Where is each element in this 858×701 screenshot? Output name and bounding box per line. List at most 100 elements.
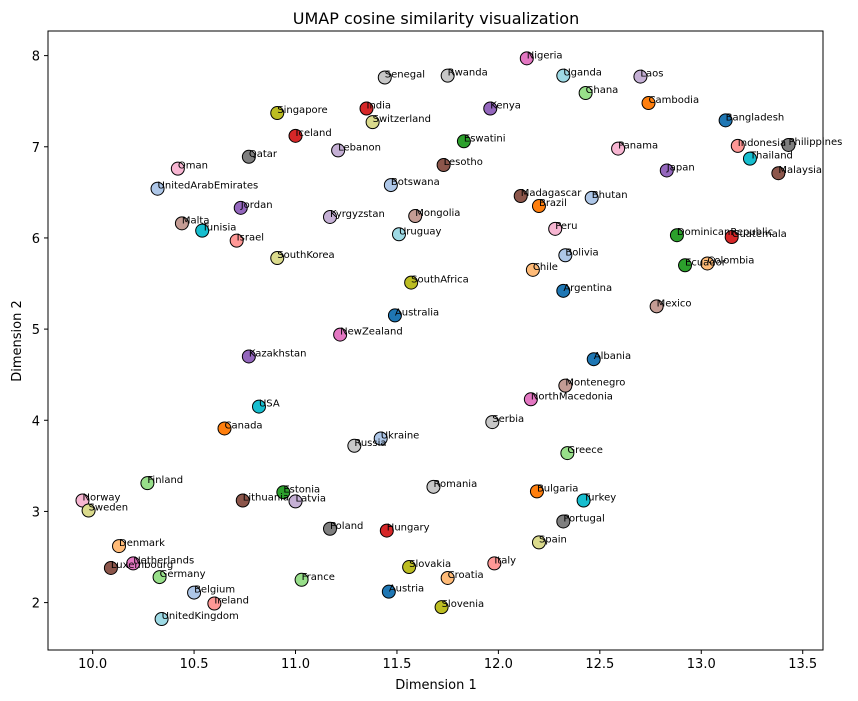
point-label: Norway (82, 492, 120, 503)
scatter-point (217, 421, 232, 436)
scatter-point (649, 299, 664, 314)
point-label: Tunisia (201, 223, 236, 234)
scatter-point (487, 556, 502, 571)
tick-layer: 10.0 10.5 11.0 11.5 12.0 12.5 13.0 13.5 2 3 4 5 6 7 8 (32, 50, 817, 672)
scatter-point (170, 161, 185, 176)
y-tick-label: 3 (32, 505, 40, 520)
scatter-point (140, 476, 155, 491)
point-label: Malaysia (778, 165, 822, 176)
point-label: Kyrgyzstan (330, 209, 385, 220)
point-label: Switzerland (373, 114, 431, 125)
scatter-point (578, 85, 593, 100)
point-label: Bangladesh (726, 112, 785, 123)
x-tick-label: 13.0 (687, 657, 716, 672)
point-label: Finland (147, 475, 183, 486)
scatter-point (611, 141, 626, 156)
x-axis-title: Dimension 1 (395, 678, 477, 693)
scatter-point (195, 223, 210, 238)
scatter-point (235, 493, 250, 508)
scatter-point (576, 493, 591, 508)
point-label: Mexico (657, 298, 692, 309)
scatter-point (154, 612, 169, 627)
scatter-point (347, 438, 362, 453)
scatter-point (529, 484, 544, 499)
point-label: Philippines (789, 137, 843, 148)
scatter-point (81, 503, 96, 518)
scatter-point (233, 200, 248, 215)
point-label: Japan (666, 162, 695, 173)
scatter-point (558, 378, 573, 393)
point-label: Denmark (119, 538, 165, 549)
scatter-point (519, 51, 534, 66)
scatter-point (152, 570, 167, 585)
scatter-point (781, 137, 796, 152)
scatter-point (359, 101, 374, 116)
scatter-point (276, 485, 291, 500)
point-label: Oman (178, 161, 208, 172)
point-label: Ghana (586, 85, 619, 96)
scatter-point (241, 149, 256, 164)
point-label: Senegal (385, 69, 425, 80)
point-label: NewZealand (340, 327, 403, 338)
point-label: Rwanda (448, 68, 488, 79)
point-label: Slovenia (442, 599, 485, 610)
scatter-point (379, 523, 394, 538)
scatter-point (678, 258, 693, 273)
point-label: Austria (389, 584, 424, 595)
point-label: Australia (395, 307, 439, 318)
scatter-point (373, 431, 388, 446)
chart-title: UMAP cosine similarity visualization (293, 9, 579, 28)
y-axis-title: Dimension 2 (10, 300, 25, 382)
scatter-point (531, 199, 546, 214)
scatter-point (548, 221, 563, 236)
scatter-point (377, 70, 392, 85)
labels-layer: Nigeria Senegal Rwanda Uganda Laos Ghana Cambo… (82, 50, 842, 622)
scatter-point (434, 600, 449, 615)
scatter-point (523, 392, 538, 407)
point-label: UnitedKingdom (162, 611, 239, 622)
x-tick-label: 10.0 (78, 657, 107, 672)
x-tick-label: 12.0 (484, 657, 513, 672)
point-label: Poland (330, 521, 363, 532)
scatter-point (112, 539, 127, 554)
point-label: India (367, 100, 392, 111)
points-layer (75, 51, 796, 627)
point-label: Russia (354, 438, 386, 449)
point-label: Jordan (240, 200, 273, 211)
scatter-point (513, 189, 528, 204)
scatter-point (556, 283, 571, 298)
scatter-point (402, 560, 417, 575)
scatter-point (270, 106, 285, 121)
point-label: Iceland (296, 128, 332, 139)
point-label: Kenya (490, 100, 521, 111)
scatter-point (742, 151, 757, 166)
scatter-point (556, 68, 571, 83)
scatter-point (440, 68, 455, 83)
scatter-point (365, 115, 380, 130)
scatter-point (633, 69, 648, 84)
point-label: Qatar (249, 149, 278, 160)
scatter-point (485, 415, 500, 430)
scatter-point (294, 572, 309, 587)
scatter-point (251, 399, 266, 414)
y-tick-label: 6 (32, 232, 40, 247)
point-label: France (302, 572, 335, 583)
scatter-point (126, 556, 141, 571)
scatter-point (525, 262, 540, 277)
x-tick-label: 11.0 (281, 657, 310, 672)
scatter-point (426, 479, 441, 494)
point-label: Ecuador (685, 257, 727, 268)
scatter-point (560, 446, 575, 461)
point-label: Kazakhstan (249, 348, 307, 359)
scatter-point (724, 230, 739, 245)
scatter-point (383, 178, 398, 193)
point-label: Romania (433, 479, 477, 490)
point-label: Botswana (391, 177, 440, 188)
point-label: Lesotho (444, 157, 483, 168)
point-label: Luxembourg (111, 560, 173, 571)
scatter-point (333, 327, 348, 342)
scatter-point (288, 494, 303, 509)
scatter-point (584, 190, 599, 205)
point-label: Greece (567, 445, 603, 456)
